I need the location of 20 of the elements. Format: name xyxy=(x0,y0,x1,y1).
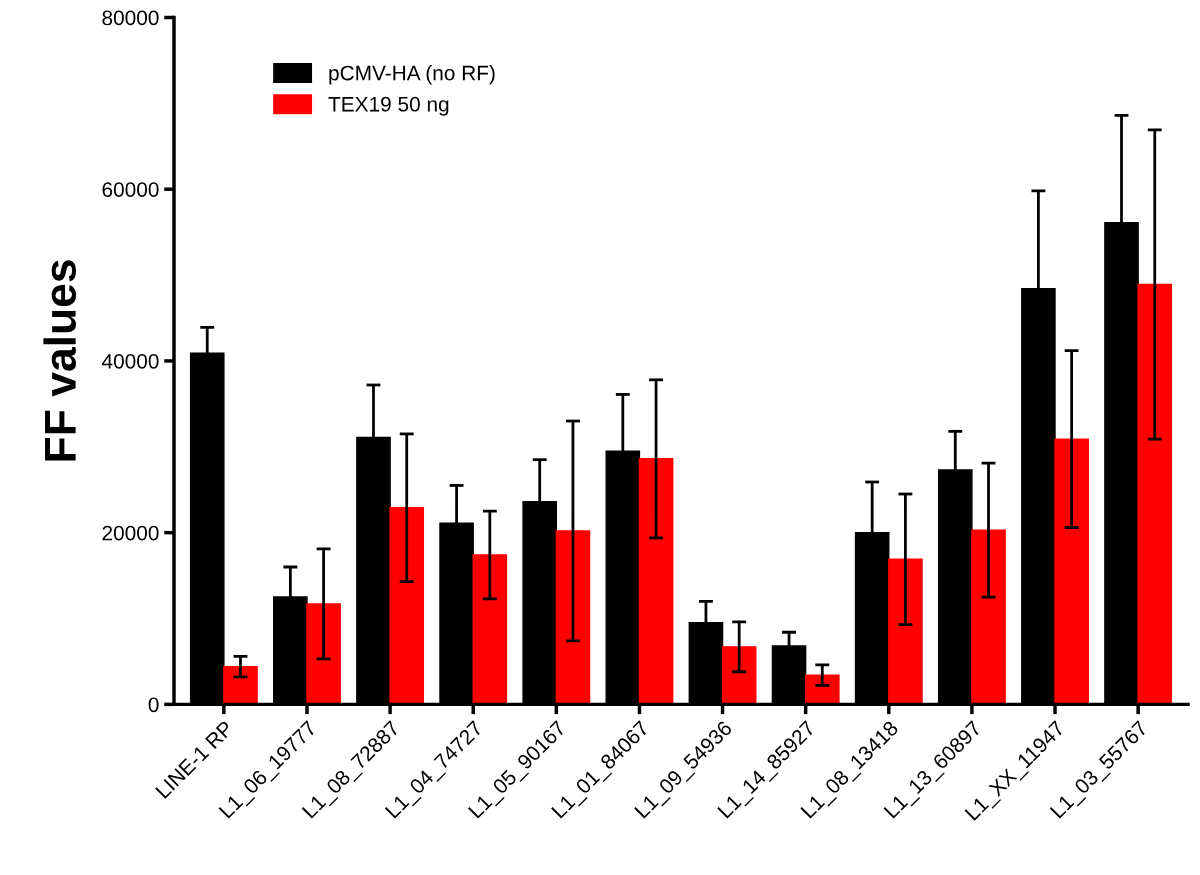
y-tick-label: 20000 xyxy=(102,525,159,541)
bar xyxy=(389,507,425,705)
bar xyxy=(638,458,674,705)
legend-label: TEX19 50 ng xyxy=(328,96,449,116)
bar xyxy=(1137,283,1173,705)
bar xyxy=(888,558,923,705)
bar xyxy=(306,603,341,705)
bar xyxy=(223,665,258,705)
bar xyxy=(472,554,508,705)
y-tick-label: 0 xyxy=(148,697,159,713)
y-tick-label: 40000 xyxy=(101,353,159,369)
y-tick-label: 60000 xyxy=(102,182,159,197)
bar xyxy=(1054,438,1089,705)
bar xyxy=(804,674,840,705)
y-axis-title: FF values xyxy=(43,260,77,461)
bar xyxy=(971,529,1006,705)
legend-label: pCMV-HA (no RF) xyxy=(329,65,495,85)
y-tick-label: 80000 xyxy=(102,10,159,26)
bar xyxy=(721,646,757,705)
bar xyxy=(555,530,591,705)
